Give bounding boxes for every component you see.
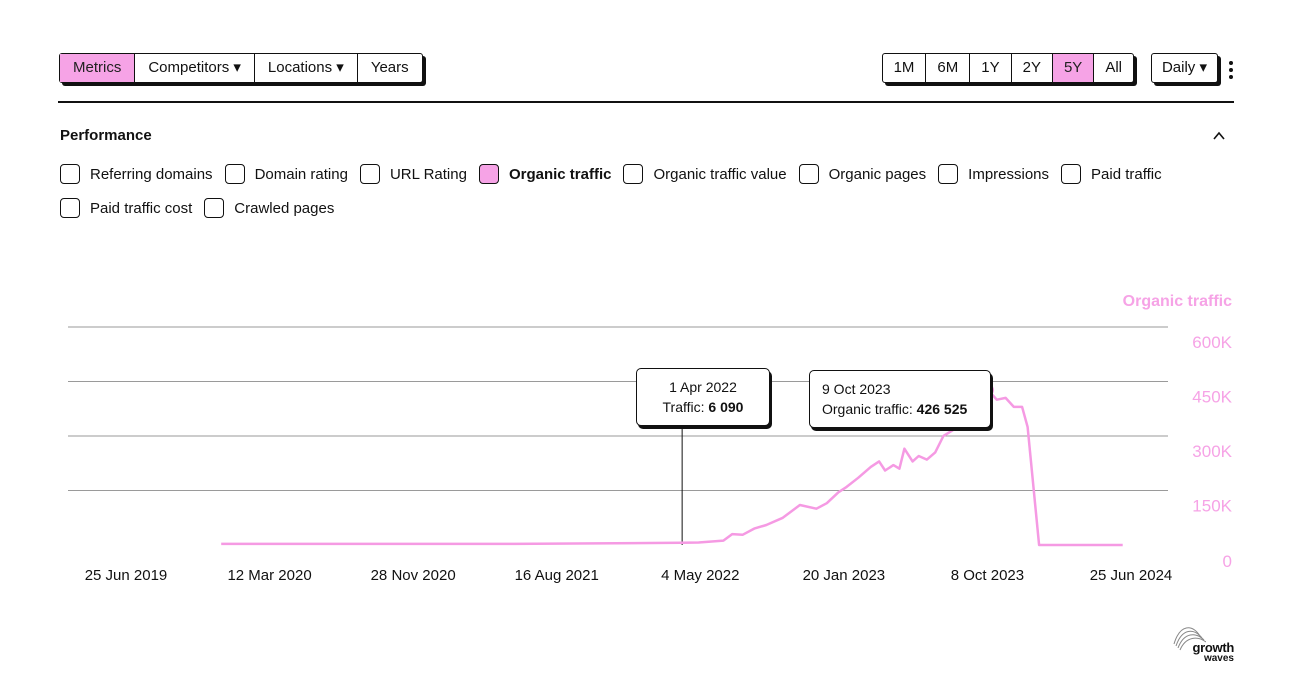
x-tick-label: 4 May 2022 (661, 567, 739, 584)
metric-toggle[interactable]: Domain rating (224, 164, 348, 184)
logo-text: growth (1192, 640, 1234, 655)
checkbox[interactable] (798, 164, 819, 184)
toolbar: Metrics Competitors ▾ Locations ▾ Years … (59, 53, 1234, 85)
y-tick-label: 450K (1192, 388, 1232, 407)
series-title: Organic traffic (1123, 293, 1232, 310)
y-tick-label: 600K (1192, 333, 1232, 352)
metric-toggles: Referring domains Domain rating URL Rating… (60, 162, 1240, 230)
tab-years[interactable]: Years (370, 59, 409, 76)
range-6m[interactable]: 6M (926, 54, 971, 82)
metric-label: Paid traffic cost (90, 199, 193, 217)
tooltip-crosshair: 1 Apr 2022 Traffic: 6 090 (636, 368, 770, 426)
metric-toggle[interactable]: Impressions (938, 164, 1049, 184)
x-tick-label: 12 Mar 2020 (227, 567, 311, 584)
metric-label: Crawled pages (234, 199, 335, 217)
metric-toggle[interactable]: URL Rating (359, 164, 467, 184)
range-all[interactable]: All (1105, 59, 1122, 76)
x-tick-label: 20 Jan 2023 (803, 567, 886, 584)
metric-toggle[interactable]: Paid traffic cost (60, 198, 192, 218)
divider (58, 101, 1234, 103)
checkbox[interactable] (60, 198, 80, 218)
range-1y[interactable]: 1Y (970, 54, 1012, 82)
y-tick-label: 0 (1223, 552, 1232, 571)
metric-label: Organic traffic (508, 165, 612, 183)
tooltip-value: 6 090 (708, 399, 744, 415)
tab-competitors[interactable]: Competitors ▾ (135, 54, 255, 82)
metric-label: Referring domains (90, 165, 213, 183)
metric-label: Domain rating (254, 165, 348, 183)
checkbox[interactable] (938, 164, 959, 184)
collapse-chevron-icon[interactable] (1212, 129, 1226, 143)
metric-toggle[interactable]: Organic traffic value (623, 164, 787, 184)
tab-metrics[interactable]: Metrics (60, 54, 136, 82)
checkbox[interactable] (204, 198, 225, 218)
metric-label: Impressions (968, 165, 1050, 183)
y-tick-label: 150K (1192, 497, 1232, 516)
range-2y[interactable]: 2Y (1012, 54, 1053, 82)
tooltip-date: 1 Apr 2022 (669, 379, 737, 395)
range-selector: 1M 6M 1Y 2Y 5Y All (881, 53, 1134, 83)
x-tick-label: 16 Aug 2021 (515, 567, 599, 584)
checkbox[interactable] (623, 164, 644, 184)
metric-toggle[interactable]: Organic traffic (478, 164, 612, 184)
view-tabs: Metrics Competitors ▾ Locations ▾ Years (59, 53, 423, 83)
section-title: Performance (60, 127, 152, 144)
checkbox[interactable] (359, 164, 380, 184)
metric-label: Organic traffic value (653, 165, 787, 183)
x-tick-label: 25 Jun 2024 (1090, 567, 1173, 584)
checkbox[interactable] (60, 164, 80, 184)
checkbox[interactable] (224, 164, 245, 184)
metric-row: Referring domains Domain rating URL Rating… (60, 162, 1240, 186)
wave-logo-icon (1173, 627, 1206, 651)
metric-toggle[interactable]: Referring domains (60, 164, 213, 184)
tab-locations[interactable]: Locations ▾ (255, 54, 358, 82)
more-options-icon[interactable] (1228, 61, 1234, 81)
y-tick-label: 300K (1192, 442, 1232, 461)
logo-text: waves (1203, 653, 1234, 664)
series-line-organic-traffic (221, 388, 1123, 547)
metric-row: Paid traffic cost Crawled pages (60, 196, 1240, 220)
tooltip-date: 9 Oct 2023 (822, 381, 891, 397)
range-1m[interactable]: 1M (883, 54, 927, 82)
metric-toggle[interactable]: Paid traffic (1061, 164, 1162, 184)
range-5y[interactable]: 5Y (1052, 54, 1095, 82)
x-tick-label: 8 Oct 2023 (951, 567, 1024, 584)
tooltip-value: 426 525 (916, 401, 968, 417)
metric-label: Paid traffic (1091, 165, 1162, 183)
metric-toggle[interactable]: Organic pages (798, 164, 927, 184)
metric-label: URL Rating (389, 165, 467, 183)
metric-label: Organic pages (828, 165, 927, 183)
tooltip-peak: 9 Oct 2023 Organic traffic: 426 525 (809, 370, 991, 428)
tooltip-label: Traffic: (662, 399, 709, 415)
x-tick-label: 28 Nov 2020 (371, 567, 456, 584)
checkbox[interactable] (478, 164, 499, 184)
metric-toggle[interactable]: Crawled pages (204, 198, 334, 218)
checkbox[interactable] (1061, 164, 1082, 184)
x-tick-label: 25 Jun 2019 (85, 567, 168, 584)
brand-logo: growth waves (1172, 622, 1234, 666)
interval-dropdown[interactable]: Daily ▾ (1150, 53, 1218, 83)
tooltip-label: Organic traffic: (822, 401, 917, 417)
